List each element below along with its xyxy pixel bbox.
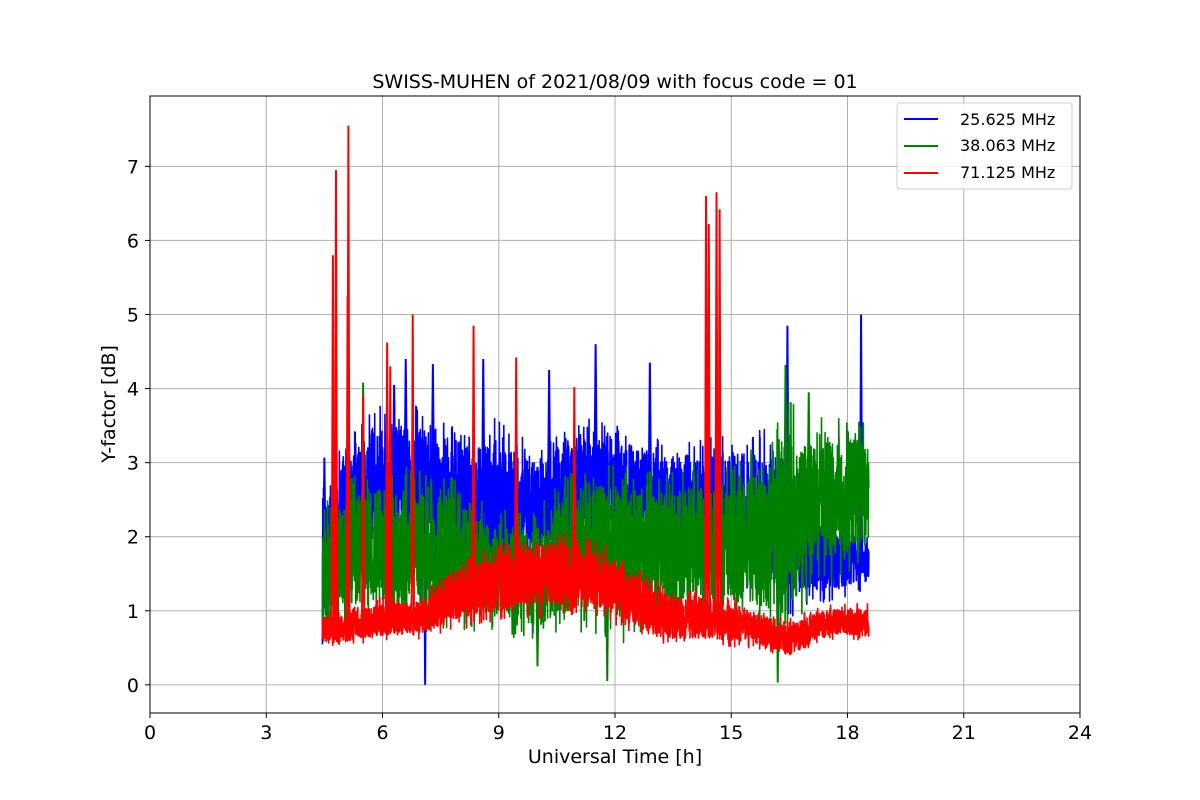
y-tick-label: 0 <box>127 675 139 697</box>
x-tick-label: 12 <box>603 722 627 744</box>
series-line-3 <box>321 532 870 656</box>
series-peak-3 <box>388 366 393 619</box>
y-tick-label: 5 <box>127 305 139 327</box>
x-tick-label: 24 <box>1068 722 1092 744</box>
series-peak-1 <box>430 364 436 491</box>
y-tick-label: 7 <box>127 156 139 178</box>
series-peak-3 <box>360 395 366 624</box>
series-peak-1 <box>546 370 552 498</box>
series-peak-3 <box>514 357 519 579</box>
legend-label-series-3: 71.125 MHz <box>960 163 1055 182</box>
x-tick-label: 18 <box>835 722 859 744</box>
y-tick-label: 3 <box>127 453 139 475</box>
x-tick-label: 6 <box>376 722 388 744</box>
y-tick-label: 1 <box>127 601 139 623</box>
series-peak-3 <box>572 387 577 576</box>
series-peak-2 <box>806 392 811 508</box>
series-peak-3 <box>346 125 351 628</box>
x-tick-label: 3 <box>260 722 272 744</box>
series-peak-3 <box>714 192 719 620</box>
series-peak-3 <box>333 170 339 630</box>
y-tick-label: 4 <box>127 379 139 401</box>
series-peak-3 <box>330 255 336 630</box>
x-tick-label: 21 <box>952 722 976 744</box>
legend-label-series-1: 25.625 MHz <box>960 110 1055 129</box>
series-peak-2 <box>783 364 788 529</box>
series-peak-1 <box>481 358 486 501</box>
series-peak-2 <box>535 577 540 667</box>
legend: 25.625 MHz 38.063 MHz 71.125 MHz <box>896 102 1073 190</box>
x-tick-label: 15 <box>719 722 743 744</box>
x-tick-label: 0 <box>144 722 156 744</box>
chart-title: SWISS-MUHEN of 2021/08/09 with focus cod… <box>372 71 857 93</box>
series-peak-3 <box>717 209 722 620</box>
legend-box <box>896 102 1073 190</box>
y-axis-label: Y-factor [dB] <box>98 345 120 464</box>
series-peak-1 <box>391 384 397 481</box>
series-peak-3 <box>410 314 415 619</box>
y-tick-label: 2 <box>127 527 139 549</box>
series-peak-3 <box>384 342 390 619</box>
series-peak-3 <box>471 325 476 591</box>
series-peak-2 <box>775 534 780 683</box>
x-axis-label: Universal Time [h] <box>528 746 702 768</box>
series-peak-3 <box>706 224 711 619</box>
legend-label-series-2: 38.063 MHz <box>960 136 1055 155</box>
series-peak-1 <box>403 358 408 485</box>
x-tick-label: 9 <box>493 722 505 744</box>
series-layer <box>321 125 870 685</box>
series-peak-3 <box>703 195 709 619</box>
series-peak-1 <box>647 362 653 495</box>
series-peak-1 <box>593 344 598 482</box>
y-tick-label: 6 <box>127 230 139 252</box>
